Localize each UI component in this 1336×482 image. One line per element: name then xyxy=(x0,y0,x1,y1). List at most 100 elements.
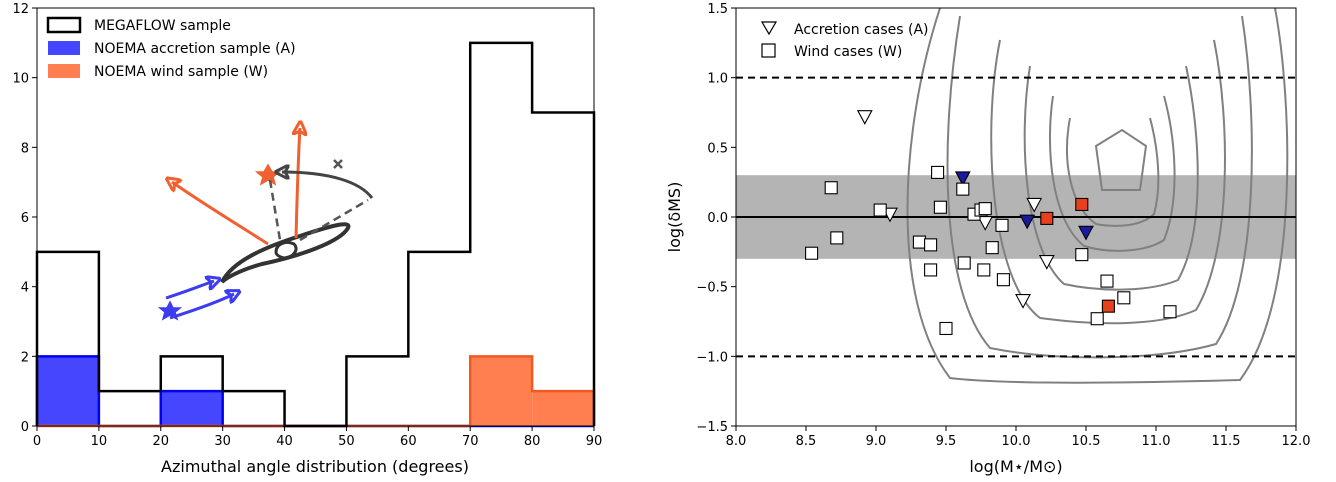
wind-point xyxy=(995,218,1009,232)
scatter-legend: Accretion cases (A) Wind cases (W) xyxy=(760,21,928,60)
legend-square-marker xyxy=(761,43,776,58)
star-marker-orange-sketch xyxy=(254,163,282,186)
legend-label-megaflow: MEGAFLOW sample xyxy=(94,18,231,34)
hist-y-tick-label: 4 xyxy=(21,281,29,296)
scatter-x-tick-label: 10.0 xyxy=(1002,434,1031,449)
dashed-line-right-sketch xyxy=(299,198,369,242)
hist-y-tick-label: 10 xyxy=(12,72,29,87)
density-contour-1 xyxy=(906,7,1289,384)
galaxy-bulge-sketch xyxy=(274,240,298,260)
histogram-legend: MEGAFLOW sample NOEMA accretion sample (… xyxy=(46,16,296,80)
wind-point xyxy=(931,165,945,179)
accretion-point-filled xyxy=(1078,225,1094,241)
histogram-x-axis-label: Azimuthal angle distribution (degrees) xyxy=(161,457,469,476)
scatter-y-tick-label: 1.0 xyxy=(707,72,728,87)
wind-point xyxy=(1090,312,1104,326)
wind-point xyxy=(978,202,992,216)
galaxy-sketch-illustration xyxy=(157,128,374,321)
wind-point xyxy=(977,263,991,277)
scatter-x-tick-label: 12.0 xyxy=(1282,434,1311,449)
scatter-x-tick-label: 8.5 xyxy=(796,434,817,449)
legend-label-accretion: NOEMA accretion sample (A) xyxy=(94,41,296,57)
accretion-arrow-lower-sketch xyxy=(169,294,234,320)
scatter-y-tick-label: −0.5 xyxy=(696,281,728,296)
wind-point-filled xyxy=(1101,299,1115,313)
small-x-sketch xyxy=(333,159,343,169)
accretion-point xyxy=(1026,197,1043,213)
hist-bar-wind-8 xyxy=(532,391,594,426)
density-contour-4 xyxy=(1023,65,1199,291)
accretion-point xyxy=(856,110,873,125)
galaxy-disk-sketch xyxy=(220,222,351,284)
hist-x-tick-label: 70 xyxy=(462,434,479,449)
scatter-y-axis-label: log(δMS) xyxy=(665,182,684,253)
accretion-point xyxy=(1015,294,1031,309)
wind-point xyxy=(939,321,953,336)
hist-x-tick-label: 50 xyxy=(338,434,355,449)
scatter-y-tick-label: −1.5 xyxy=(696,420,728,435)
scatter-y-tick-label: 1.5 xyxy=(707,2,728,17)
hist-x-tick-label: 90 xyxy=(586,434,603,449)
wind-point xyxy=(985,241,999,255)
hist-x-tick-label: 40 xyxy=(276,434,293,449)
density-contour-6 xyxy=(1066,117,1160,227)
wind-point xyxy=(912,235,926,249)
wind-point-filled xyxy=(1075,197,1089,212)
hist-bar-accretion-0 xyxy=(37,356,99,426)
density-contour-5 xyxy=(1048,95,1176,252)
scatter-y-tick-label: 0.0 xyxy=(707,211,728,226)
density-contour-7 xyxy=(1094,128,1148,191)
hist-bar-wind-7 xyxy=(470,356,533,426)
legend-swatch-accretion xyxy=(48,41,80,55)
legend-swatch-wind xyxy=(48,64,80,78)
accretion-point-filled xyxy=(954,171,971,187)
wind-point xyxy=(805,246,819,260)
accretion-point-filled xyxy=(1019,214,1036,230)
histogram-plot-frame xyxy=(36,7,595,427)
wind-point xyxy=(873,203,887,217)
wind-point xyxy=(957,256,971,270)
wind-point xyxy=(1117,291,1131,305)
wind-point xyxy=(1163,305,1177,319)
wind-point xyxy=(924,238,938,252)
scatter-plot-frame xyxy=(735,7,1297,427)
accretion-arrow-upper-sketch xyxy=(165,281,214,300)
hist-x-tick-label: 20 xyxy=(153,434,170,449)
angle-arc-sketch xyxy=(282,172,374,199)
legend-label-wind-cases: Wind cases (W) xyxy=(794,44,902,60)
histogram-panel: 0 10 20 30 40 50 60 70 80 90 0 2 4 6 8 10 12 Azimuthal a… xyxy=(12,2,602,476)
hist-y-tick-label: 8 xyxy=(21,141,29,156)
hist-x-tick-label: 60 xyxy=(400,434,417,449)
hist-y-tick-label: 6 xyxy=(21,211,29,226)
scatter-y-tick-label: 0.5 xyxy=(707,141,728,156)
hist-x-tick-label: 80 xyxy=(524,434,541,449)
hist-y-tick-label: 2 xyxy=(21,350,29,365)
wind-point xyxy=(1075,248,1089,262)
hist-y-tick-label: 12 xyxy=(12,2,29,17)
wind-point xyxy=(996,273,1010,287)
scatter-x-tick-label: 11.0 xyxy=(1142,434,1171,449)
wind-point xyxy=(933,200,947,214)
scatter-x-tick-label: 11.5 xyxy=(1212,434,1241,449)
hist-x-tick-label: 0 xyxy=(33,434,41,449)
accretion-point xyxy=(1038,255,1055,270)
star-marker-blue-sketch xyxy=(157,300,183,321)
legend-label-accretion-cases: Accretion cases (A) xyxy=(794,22,928,38)
scatter-panel: 8.0 8.5 9.0 9.5 10.0 10.5 11.0 11.5 12.0 −1.5 −1.0… xyxy=(665,2,1310,476)
wind-point xyxy=(924,263,938,277)
scatter-x-tick-label: 8.0 xyxy=(726,434,747,449)
wind-point xyxy=(824,181,838,195)
scatter-x-tick-label: 9.5 xyxy=(936,434,957,449)
legend-triangle-marker xyxy=(760,21,778,36)
wind-arrow-up-sketch xyxy=(296,128,300,239)
scatter-x-axis-label: log(M⋆/M⊙) xyxy=(969,457,1062,476)
wind-point xyxy=(830,231,844,245)
scatter-x-tick-label: 10.5 xyxy=(1072,434,1101,449)
hist-x-tick-label: 10 xyxy=(91,434,108,449)
legend-label-wind: NOEMA wind sample (W) xyxy=(94,64,268,80)
wind-point xyxy=(956,182,970,196)
wind-point xyxy=(1100,274,1114,288)
wind-arrow-left-sketch xyxy=(172,182,269,246)
scatter-y-tick-label: −1.0 xyxy=(696,350,728,365)
